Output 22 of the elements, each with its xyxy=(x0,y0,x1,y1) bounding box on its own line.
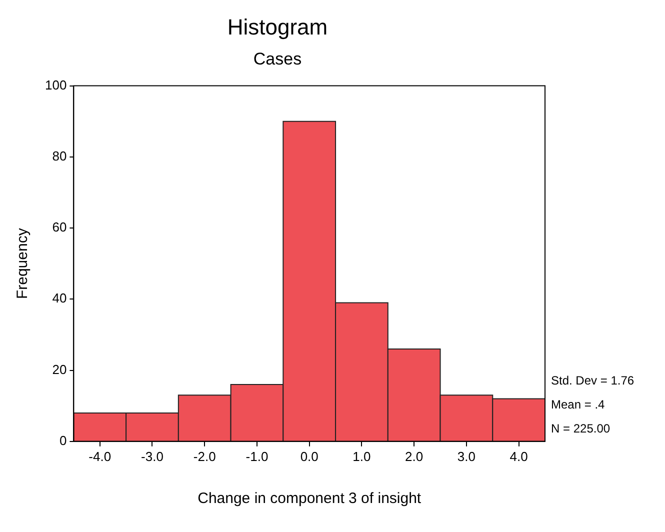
text: N = 225.00 xyxy=(551,422,610,436)
text: Mean = .4 xyxy=(551,398,606,412)
text: Std. Dev = 1.76 xyxy=(551,374,634,388)
x-tick-label: 3.0 xyxy=(457,448,476,464)
chart-title: Histogram xyxy=(227,14,328,40)
y-tick-label: 100 xyxy=(44,77,67,92)
y-tick-label: 0 xyxy=(59,432,67,448)
x-axis-title: Change in component 3 of insight xyxy=(198,490,422,508)
y-tick-label: 60 xyxy=(52,220,67,235)
y-tick-label: 80 xyxy=(52,148,67,164)
x-tick-label: -1.0 xyxy=(246,448,268,464)
x-tick-label: 0.0 xyxy=(300,448,318,464)
chart-subtitle: Cases xyxy=(253,49,302,68)
x-tick-label: -4.0 xyxy=(88,448,112,464)
x-tick-label: -2.0 xyxy=(193,448,216,464)
x-tick-label: -3.0 xyxy=(141,448,164,464)
x-tick-label: 2.0 xyxy=(405,448,424,464)
x-tick-label: 1.0 xyxy=(352,448,371,464)
y-tick-label: 40 xyxy=(52,290,67,306)
x-tick-label: 4.0 xyxy=(510,448,528,464)
y-tick-label: 20 xyxy=(52,362,67,377)
y-axis-title: Frequency xyxy=(14,228,32,300)
